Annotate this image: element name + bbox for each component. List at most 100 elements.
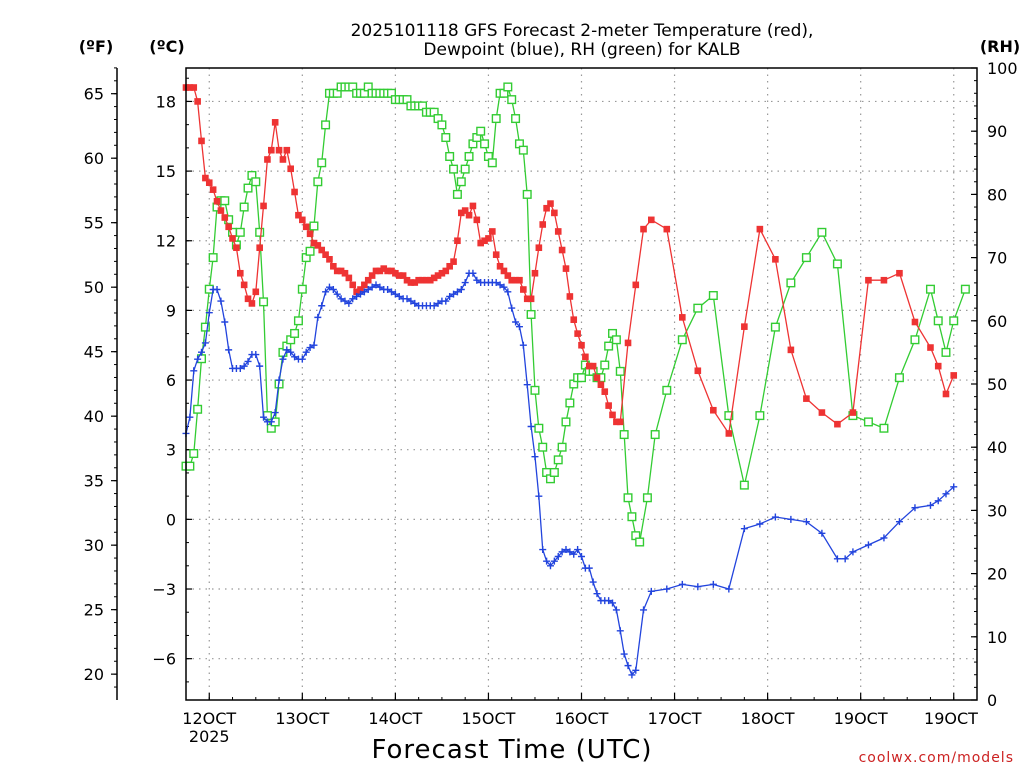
- temperature-point: [326, 256, 333, 263]
- rh-point: [933, 316, 943, 326]
- rh-point: [437, 120, 447, 130]
- temperature-point: [454, 237, 461, 245]
- rh-point: [941, 347, 951, 357]
- temperature-point: [647, 216, 655, 224]
- temperature-point: [283, 146, 291, 154]
- temperature-point: [361, 281, 368, 289]
- temperature-point: [741, 323, 748, 330]
- temperature-point: [562, 265, 570, 272]
- rh-point: [894, 373, 904, 383]
- rh-point: [491, 114, 501, 124]
- rh-point: [193, 404, 203, 414]
- dewpoint-point: [500, 283, 508, 291]
- rh-point: [600, 360, 610, 370]
- dewpoint-point: [442, 297, 450, 305]
- temperature-point: [585, 362, 593, 370]
- temperature-point: [496, 262, 504, 270]
- dewpoint-point: [198, 348, 206, 356]
- temperature-point: [834, 420, 841, 428]
- dewpoint-point: [446, 292, 454, 300]
- dewpoint-point: [322, 288, 330, 296]
- rh-point: [305, 246, 315, 256]
- c-tick-label: 0: [166, 510, 176, 529]
- rh-point: [553, 455, 563, 465]
- temperature-point: [523, 295, 531, 303]
- dewpoint-point: [756, 520, 764, 528]
- fahrenheit-axis: 65 60 55 50 45 40 35 30 25 20: [84, 67, 118, 700]
- dewpoint-point: [213, 286, 221, 294]
- dewpoint-point: [287, 348, 295, 356]
- temperature-point: [426, 276, 434, 284]
- temperature-point: [593, 374, 601, 382]
- temperature-point: [330, 262, 337, 270]
- dewpoint-point: [496, 281, 504, 289]
- temperature-point: [663, 225, 671, 233]
- temperature-point: [597, 381, 605, 388]
- temperature-point: [205, 179, 213, 186]
- rh-point: [309, 221, 319, 231]
- dewpoint-point: [201, 339, 209, 347]
- f-tick-label: 35: [84, 472, 104, 491]
- rh-point: [770, 322, 780, 332]
- dewpoint-point: [911, 504, 919, 512]
- rh-point: [755, 411, 765, 421]
- temperature-point: [818, 409, 826, 416]
- dewpoint-point: [647, 587, 655, 595]
- dewpoint-point: [236, 364, 244, 372]
- dewpoint-point: [605, 597, 613, 605]
- dewpoint-point: [349, 295, 357, 303]
- temperature-point: [442, 267, 450, 275]
- dewpoint-point: [880, 534, 888, 542]
- dewpoint-point: [593, 590, 601, 598]
- rh-point: [724, 411, 734, 421]
- temperature-point: [407, 279, 415, 286]
- rh-tick-label: 40: [987, 438, 1007, 457]
- rh-point: [557, 442, 567, 452]
- series-dewpoint: [182, 269, 958, 679]
- dewpoint-point: [512, 318, 520, 326]
- temperature-point: [322, 251, 329, 258]
- x-tick-label: 17OCT: [648, 709, 702, 728]
- rh-point: [693, 303, 703, 313]
- rh-point: [611, 335, 621, 345]
- c-tick-label: 9: [166, 301, 176, 320]
- temperature-point: [772, 256, 779, 263]
- dewpoint-point: [450, 290, 458, 298]
- temperature-point: [492, 251, 500, 258]
- dewpoint-point: [384, 286, 392, 294]
- temperature-point: [605, 402, 612, 409]
- dewpoint-point: [740, 525, 748, 533]
- dewpoint-point: [302, 348, 310, 356]
- temperature-point: [395, 272, 403, 279]
- rh-point: [801, 253, 811, 263]
- dewpoint-point: [360, 288, 368, 296]
- gridlines: [186, 68, 977, 700]
- temperature-point: [190, 84, 198, 91]
- rh-point: [480, 139, 490, 149]
- f-tick-label: 40: [84, 407, 104, 426]
- temperature-point: [457, 209, 465, 217]
- dewpoint-point: [864, 541, 872, 549]
- temperature-point: [756, 225, 764, 233]
- x-tick-label: 16OCT: [555, 709, 609, 728]
- dewpoint-point: [325, 283, 333, 291]
- dewpoint-point: [256, 362, 264, 370]
- rh-point: [534, 423, 544, 433]
- dewpoint-point: [267, 418, 275, 426]
- dewpoint-point: [306, 344, 314, 352]
- rh-point: [635, 537, 645, 547]
- rh-point: [910, 335, 920, 345]
- f-tick-label: 55: [84, 214, 104, 233]
- rh-point: [460, 164, 470, 174]
- dewpoint-point: [240, 362, 248, 370]
- dewpoint-point: [554, 553, 562, 561]
- temperature-point: [566, 293, 574, 300]
- dewpoint-point: [275, 376, 283, 384]
- rh-point: [522, 189, 532, 199]
- temperature-point: [392, 269, 399, 277]
- dewpoint-point: [709, 580, 717, 588]
- rh-tick-label: 100: [987, 59, 1018, 78]
- series-rh: [181, 82, 970, 547]
- temperature-point: [516, 276, 523, 284]
- temperature-point: [512, 276, 519, 284]
